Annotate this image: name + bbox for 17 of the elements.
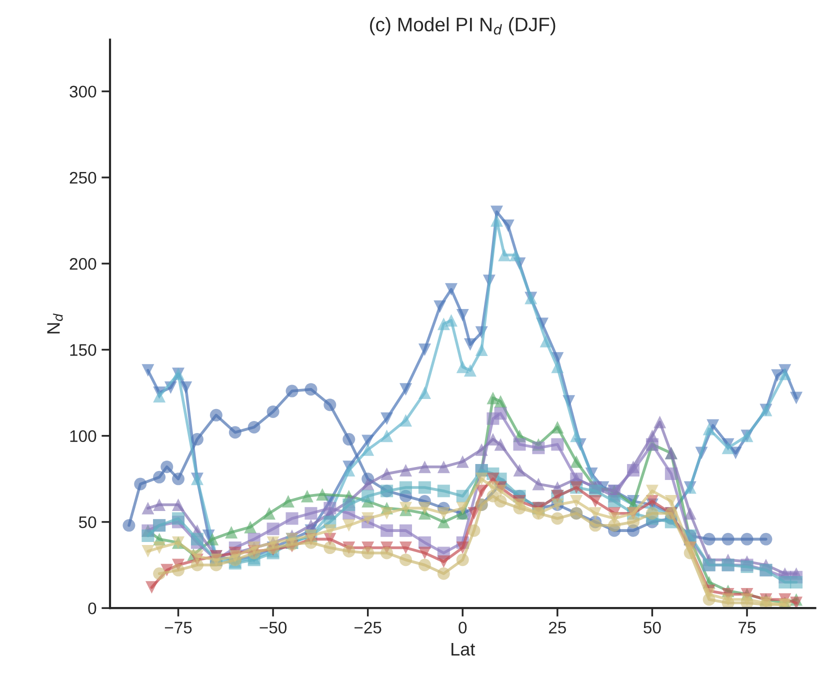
y-tick-label: 100 <box>70 430 96 442</box>
x-tick-label: 75 <box>738 622 756 634</box>
x-tick-label: −50 <box>260 622 287 634</box>
y-tick-label: 150 <box>70 344 96 356</box>
y-tick-label: 50 <box>78 516 96 528</box>
y-tick-label: 0 <box>88 602 96 614</box>
x-tick-label: 25 <box>548 622 566 634</box>
x-tick-label: 50 <box>644 622 661 634</box>
y-tick-label: 200 <box>70 258 96 270</box>
x-axis-title: Lat <box>452 643 476 656</box>
x-tick-label: −75 <box>164 622 192 634</box>
chart-title: (c) Model PI N$_{d}$ (DJF) <box>370 17 556 36</box>
y-tick-label: 300 <box>70 86 96 98</box>
x-tick-label: −25 <box>354 622 382 634</box>
x-tick-label: 0 <box>458 622 467 634</box>
y-tick-label: 250 <box>70 172 96 184</box>
y-axis-title: N$_{d}$ <box>47 314 63 334</box>
